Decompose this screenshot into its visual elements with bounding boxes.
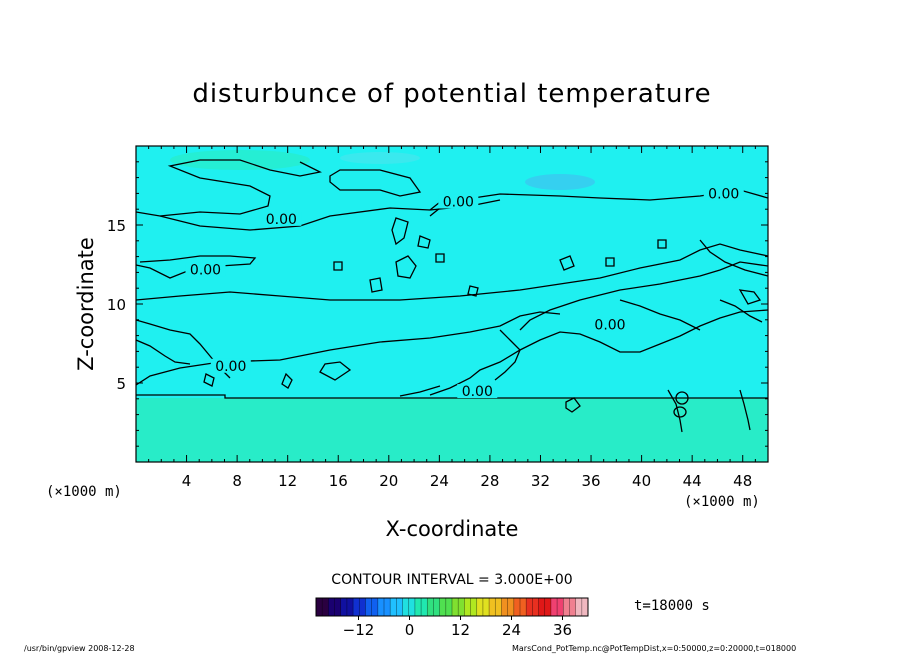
contour-line <box>136 339 191 365</box>
contour-line <box>738 289 762 305</box>
contour-line <box>673 406 687 418</box>
colorbar-tick-label: 36 <box>553 621 572 639</box>
x-tick-label: 36 <box>581 472 600 490</box>
contour-label: 0.00 <box>443 194 474 210</box>
contour-line <box>333 261 343 271</box>
y-tick-label: 15 <box>107 217 126 235</box>
contour-label: 0.00 <box>190 262 221 278</box>
contour-labels: 0.00 0.00 0.00 0.00 0.00 0.00 0.00 <box>185 186 744 400</box>
x-tick-label: 40 <box>632 472 651 490</box>
contour-line <box>605 257 615 267</box>
contour-label: 0.00 <box>266 212 297 228</box>
contour-line <box>619 299 701 331</box>
x-unit-left: (×1000 m) <box>46 484 122 500</box>
lower-layer-fill <box>136 398 768 462</box>
contour-interval: CONTOUR INTERVAL = 3.000E+00 <box>331 572 572 588</box>
contour-line <box>429 309 768 396</box>
time-label: t=18000 s <box>634 598 710 614</box>
x-unit-right: (×1000 m) <box>684 494 760 510</box>
colorbar-tick-label: 12 <box>451 621 470 639</box>
colorbar-ticks: −12 0 12 24 36 <box>343 616 572 639</box>
contour-line <box>417 235 431 249</box>
contour-label: 0.00 <box>462 384 493 400</box>
y-axis: 5 10 15 <box>107 161 768 447</box>
contour-line <box>136 159 322 217</box>
contour-label-bg <box>261 211 302 226</box>
contour-line <box>399 385 441 397</box>
contour-line <box>494 329 521 381</box>
contour-line <box>565 397 581 413</box>
contour-label-bg <box>210 358 251 373</box>
x-tick-label: 28 <box>480 472 499 490</box>
contour-line <box>203 373 215 387</box>
y-tick-label: 5 <box>116 375 126 393</box>
contour-label: 0.00 <box>594 318 625 334</box>
x-tick-label: 32 <box>531 472 550 490</box>
x-axis: 4 8 12 16 20 24 28 32 36 40 44 48 <box>148 146 756 490</box>
contour-line <box>719 299 763 323</box>
contour-line <box>739 389 751 431</box>
contour-label: 0.00 <box>215 359 246 375</box>
contour-line <box>699 239 768 277</box>
upper-patch <box>340 152 420 164</box>
colorbar <box>315 597 589 617</box>
colorbar-frame <box>315 597 589 617</box>
x-tick-label: 16 <box>329 472 348 490</box>
contour-line <box>657 239 667 249</box>
plot-area: 0.000.000.00 0.000.000.000.00 4 8 12 16 20 24 2… <box>107 145 769 490</box>
contour-label-bg <box>703 186 744 201</box>
contour-line <box>329 169 422 197</box>
x-axis-label: X-coordinate <box>386 517 519 541</box>
x-tick-label: 20 <box>379 472 398 490</box>
contour-line <box>136 243 768 301</box>
colorbar-tick-label: 0 <box>405 621 415 639</box>
contour-line <box>136 311 561 386</box>
contour-line <box>667 389 683 433</box>
contour-line <box>369 277 383 293</box>
contour-line <box>395 255 417 279</box>
chart-title: disturbunce of potential temperature <box>192 79 711 109</box>
contour-line <box>319 361 352 381</box>
x-tick-label: 4 <box>182 472 192 490</box>
contour-line <box>391 217 409 246</box>
x-tick-label: 24 <box>430 472 449 490</box>
contour-label-bg <box>590 317 630 332</box>
contour-line <box>467 285 479 297</box>
x-tick-label: 44 <box>683 472 702 490</box>
contour-line <box>519 261 768 331</box>
x-tick-label: 8 <box>232 472 242 490</box>
contour-line <box>675 391 689 405</box>
x-tick-label: 12 <box>278 472 297 490</box>
footer-left: /usr/bin/gpview 2008-12-28 <box>24 644 135 653</box>
contour-label-bg <box>457 384 498 399</box>
contour-line <box>435 253 445 263</box>
colorbar-tick-label: 24 <box>502 621 521 639</box>
y-axis-label: Z-coordinate <box>74 237 98 371</box>
contour-line <box>559 255 575 271</box>
contour-label-bg <box>438 194 479 209</box>
x-tick-label: 48 <box>733 472 752 490</box>
upper-patch <box>525 174 595 190</box>
contour-label-bg <box>185 262 226 277</box>
contour-line <box>136 255 257 279</box>
colorbar-tick-label: −12 <box>343 621 375 639</box>
contour-line <box>281 372 293 389</box>
contour-label: 0.00 <box>708 187 739 203</box>
y-tick-label: 10 <box>107 296 126 314</box>
footer-right: MarsCond_PotTemp.nc@PotTempDist,x=0:5000… <box>512 644 796 653</box>
